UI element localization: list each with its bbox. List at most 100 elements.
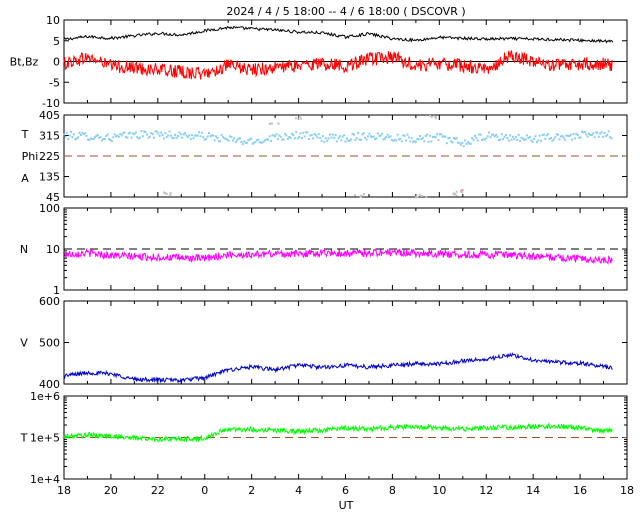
data-point xyxy=(475,137,478,140)
data-point xyxy=(576,134,579,137)
data-point xyxy=(486,135,489,138)
data-point xyxy=(392,139,395,142)
data-point xyxy=(245,141,248,144)
x-tick-label: 16 xyxy=(573,484,587,497)
data-point xyxy=(162,191,165,194)
data-point xyxy=(65,131,68,134)
data-point xyxy=(188,134,191,137)
data-point xyxy=(141,135,144,138)
data-point xyxy=(461,189,464,192)
data-point xyxy=(196,134,199,137)
data-point xyxy=(212,134,215,137)
data-point xyxy=(268,122,271,125)
data-point xyxy=(105,135,108,138)
data-point xyxy=(369,135,372,138)
data-point xyxy=(348,139,351,142)
data-point xyxy=(215,135,218,138)
data-point xyxy=(189,137,192,140)
data-point xyxy=(330,136,333,139)
data-point xyxy=(220,133,223,136)
data-point xyxy=(586,135,589,138)
data-point xyxy=(81,131,84,134)
data-point xyxy=(136,136,139,139)
data-point xyxy=(102,138,105,141)
data-point xyxy=(74,138,77,141)
data-point xyxy=(573,137,576,140)
data-point xyxy=(272,134,275,137)
data-point xyxy=(596,131,599,134)
data-point xyxy=(282,138,285,141)
data-point xyxy=(433,115,436,118)
data-point xyxy=(182,133,185,136)
data-point xyxy=(309,134,312,137)
data-point xyxy=(416,138,419,141)
y-tick-label: 315 xyxy=(39,130,60,143)
data-point xyxy=(150,131,153,134)
data-point xyxy=(569,133,572,136)
data-point xyxy=(521,137,524,140)
data-point xyxy=(460,190,463,193)
data-point xyxy=(168,130,171,133)
x-tick-label: 12 xyxy=(479,484,493,497)
data-point xyxy=(113,133,116,136)
data-point xyxy=(587,132,590,135)
data-point xyxy=(224,137,227,140)
data-point xyxy=(606,133,609,136)
data-point xyxy=(193,134,196,137)
y-tick-label: 500 xyxy=(39,337,60,350)
data-point xyxy=(472,138,475,141)
data-point xyxy=(582,131,585,134)
data-point xyxy=(562,136,565,139)
data-point xyxy=(101,139,104,142)
data-point xyxy=(537,139,540,142)
data-point xyxy=(457,141,460,144)
data-point xyxy=(483,138,486,141)
data-point xyxy=(255,139,258,142)
data-point xyxy=(133,133,136,136)
data-point xyxy=(465,142,468,145)
data-point xyxy=(265,138,268,141)
data-point xyxy=(541,133,544,136)
data-point xyxy=(575,132,578,135)
data-point xyxy=(146,133,149,136)
x-tick-label: 0 xyxy=(201,484,208,497)
x-tick-label: 22 xyxy=(151,484,165,497)
data-point xyxy=(351,132,354,135)
data-point xyxy=(393,138,396,141)
data-point xyxy=(396,133,399,136)
y-tick-label: 405 xyxy=(39,109,60,122)
data-point xyxy=(108,137,111,140)
data-point xyxy=(291,132,294,135)
series-bt-line xyxy=(63,25,614,44)
data-point xyxy=(164,132,167,135)
data-point xyxy=(298,135,301,138)
data-point xyxy=(124,135,127,138)
data-point xyxy=(542,133,545,136)
data-point xyxy=(385,136,388,139)
data-point xyxy=(341,135,344,138)
data-point xyxy=(216,137,219,140)
data-point xyxy=(275,133,278,136)
data-point xyxy=(130,136,133,139)
data-point xyxy=(323,140,326,143)
data-point xyxy=(238,137,241,140)
data-point xyxy=(164,192,167,195)
data-point xyxy=(300,117,303,120)
data-point xyxy=(545,134,548,137)
data-point xyxy=(507,139,510,142)
data-point xyxy=(67,138,70,141)
data-point xyxy=(271,134,274,137)
data-point xyxy=(490,133,493,136)
data-point xyxy=(117,135,120,138)
data-point xyxy=(307,138,310,141)
data-point xyxy=(70,130,73,133)
data-point xyxy=(203,138,206,141)
data-point xyxy=(283,132,286,135)
data-point xyxy=(420,138,423,141)
data-point xyxy=(407,136,410,139)
data-point xyxy=(540,139,543,142)
data-point xyxy=(181,136,184,139)
data-point xyxy=(165,135,168,138)
data-point xyxy=(264,139,267,142)
data-point xyxy=(63,133,65,136)
